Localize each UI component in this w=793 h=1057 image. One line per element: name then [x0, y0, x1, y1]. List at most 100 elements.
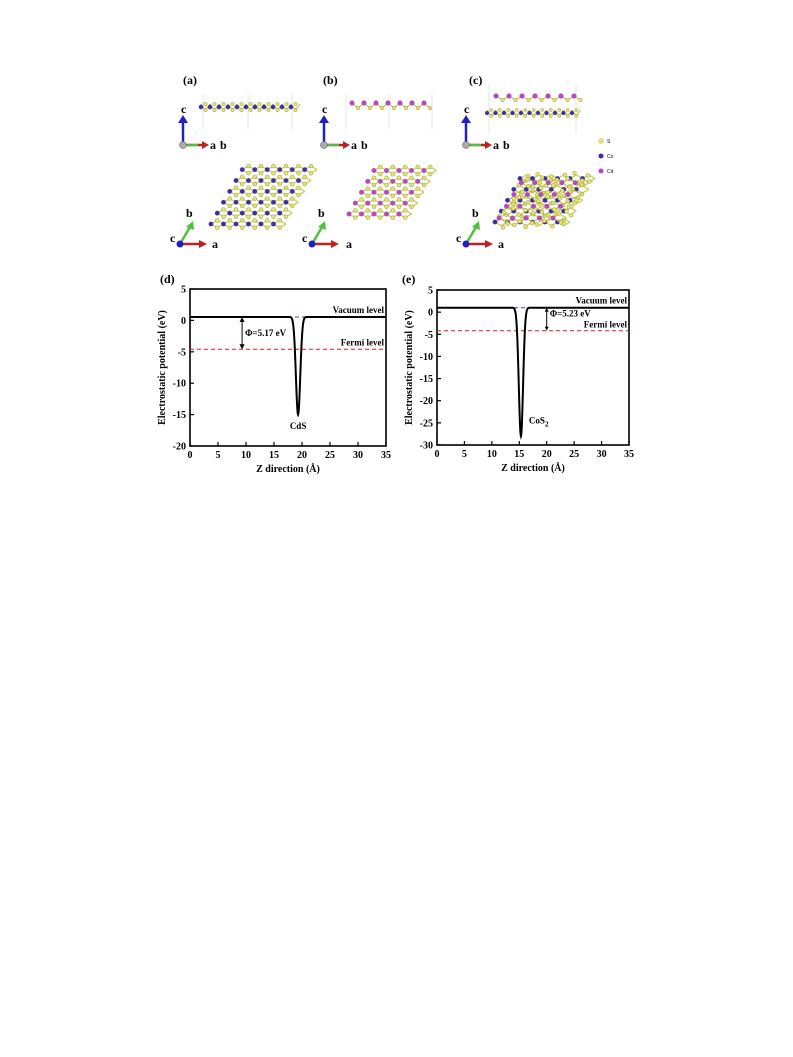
s-atom	[203, 102, 208, 106]
cd-atom	[538, 192, 544, 197]
s-atom	[230, 102, 235, 106]
s-atom	[409, 182, 414, 188]
s-atom	[248, 108, 253, 112]
co-atom	[552, 110, 558, 116]
s-atom	[551, 183, 556, 188]
bond	[574, 190, 582, 196]
s-atom	[557, 114, 562, 118]
s-atom	[284, 108, 289, 112]
cd-atom	[385, 100, 391, 106]
s-atom	[566, 114, 570, 118]
axis-label-a: a	[346, 237, 352, 251]
cd-atom	[397, 100, 403, 106]
s-atom	[246, 192, 251, 198]
s-atom	[257, 102, 262, 106]
axis-triad-b-top: b c a	[302, 206, 352, 251]
s-atom	[368, 106, 372, 110]
co-atom	[271, 199, 276, 205]
co-atom	[277, 210, 283, 216]
co-atom	[493, 110, 498, 116]
s-atom	[396, 175, 402, 180]
co-atom	[517, 176, 523, 181]
co-atom	[302, 167, 308, 173]
s-atom	[215, 218, 220, 223]
s-atom	[265, 196, 270, 201]
x-tick-label: 15	[514, 449, 524, 460]
s-atom	[526, 183, 531, 189]
y-tick-label: -20	[173, 442, 186, 453]
s-atom	[265, 174, 270, 180]
co-atom	[233, 178, 239, 183]
x-tick-label: 5	[216, 450, 221, 461]
co-atom	[246, 199, 251, 205]
co-atom	[221, 199, 226, 205]
panel-label-a: (a)	[183, 73, 197, 87]
s-atom	[415, 186, 420, 191]
s-atom	[515, 114, 519, 118]
axis-label-b: b	[472, 206, 479, 220]
co-atom	[246, 221, 251, 227]
s-atom	[293, 102, 298, 106]
bond	[566, 205, 575, 211]
s-atom	[556, 211, 561, 216]
s-atom	[562, 172, 568, 178]
s-atom	[497, 114, 502, 118]
cd-atom	[503, 203, 509, 209]
s-atom	[512, 222, 517, 228]
axis-triad-a-side: c a b	[178, 102, 227, 152]
s-atom	[290, 196, 295, 201]
s-atom	[246, 185, 251, 190]
cd-atom	[545, 93, 551, 99]
s-atom	[215, 225, 220, 230]
cd-atom	[519, 93, 525, 99]
s-atom	[520, 189, 525, 194]
structure-a-side-view	[198, 94, 301, 129]
s-atom	[302, 174, 307, 180]
s-atom	[246, 171, 251, 176]
cd-atom	[359, 211, 364, 217]
s-atom	[271, 163, 276, 169]
s-atom	[227, 225, 232, 230]
cd-atom	[550, 215, 556, 221]
structure-c-top-view	[492, 170, 596, 230]
s-atom	[283, 207, 289, 212]
s-atom	[257, 108, 262, 112]
s-atom	[511, 206, 516, 211]
s-atom	[221, 102, 226, 106]
s-atom	[416, 106, 420, 110]
cd-atom	[402, 200, 408, 206]
s-atom	[574, 108, 579, 112]
vacuum-level-label: Vacuum level	[333, 305, 385, 315]
vacuum-level-label: Vacuum level	[576, 296, 628, 306]
s-atom	[378, 186, 383, 191]
s-atom	[246, 207, 251, 212]
x-tick-label: 35	[624, 449, 634, 460]
y-tick-label: -15	[173, 410, 186, 421]
s-atom	[378, 208, 383, 213]
s-atom	[532, 114, 536, 118]
s-atom	[539, 209, 545, 215]
y-tick-label: -5	[178, 347, 186, 358]
s-atom	[572, 170, 577, 176]
s-atom	[534, 222, 540, 227]
s-atom	[240, 203, 245, 209]
s-atom	[569, 213, 574, 218]
s-atom	[365, 208, 370, 213]
s-atom	[531, 210, 536, 216]
cd-atom	[359, 189, 364, 195]
co-atom	[234, 104, 240, 110]
s-atom	[308, 163, 314, 169]
co-atom	[277, 167, 283, 173]
arrow-head-down	[239, 344, 245, 350]
s-atom	[233, 185, 239, 190]
axis-label-b: b	[220, 138, 227, 152]
material-label-base: CoS	[529, 416, 545, 426]
s-atom	[265, 225, 270, 230]
chart-d-electrostatic-potential-cds: 0 5 10 15 20 25 30 35 5 0 -5 -10 -15 -20 Z direction (…	[157, 285, 391, 476]
s-atom	[533, 196, 538, 202]
s-atom	[415, 193, 420, 199]
axis-label-b: b	[361, 138, 368, 152]
s-atom	[227, 203, 232, 209]
x-tick-label: 30	[353, 450, 363, 461]
cd-atom	[390, 200, 396, 206]
